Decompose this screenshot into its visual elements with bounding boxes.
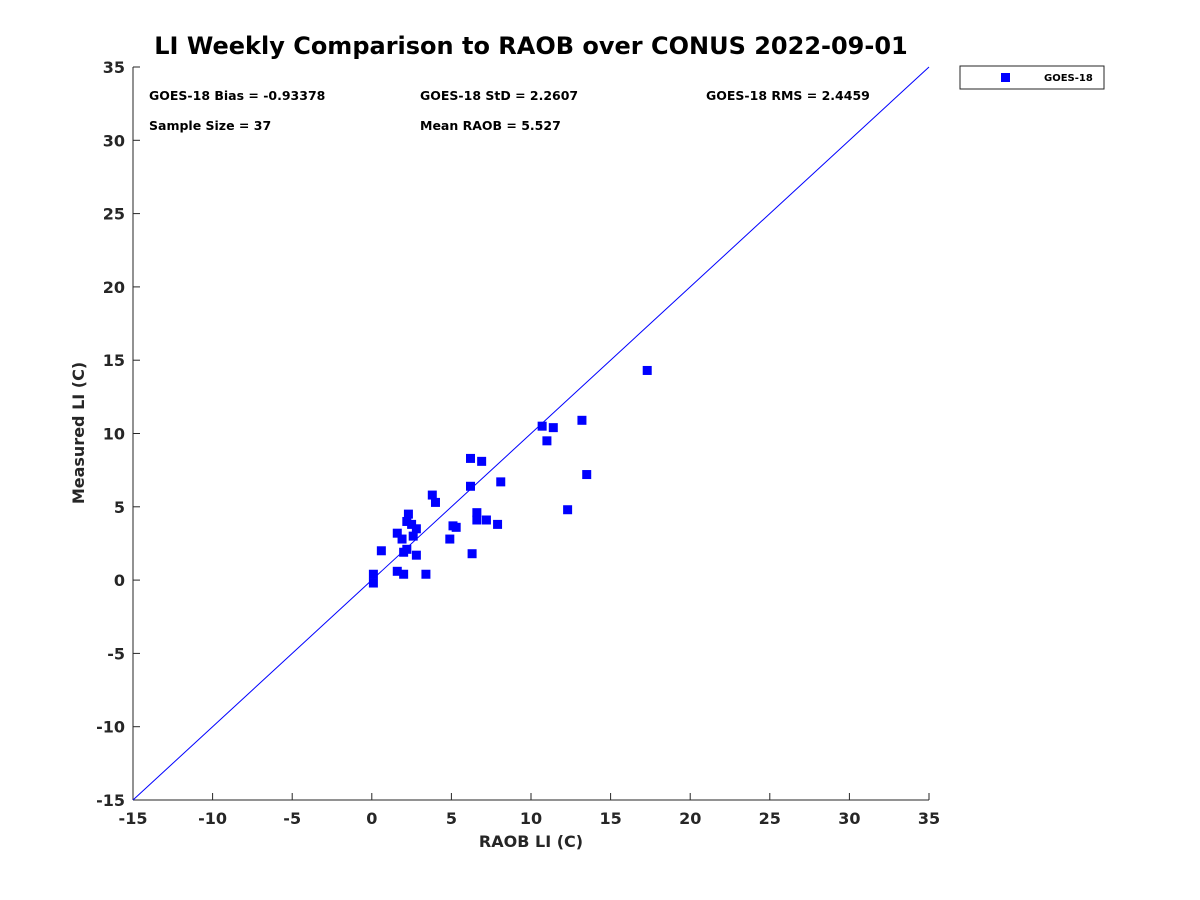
data-point [411, 550, 421, 560]
y-tick-label: 15 [103, 351, 125, 370]
data-point [493, 519, 503, 529]
std-stat: GOES-18 StD = 2.2607 [420, 88, 578, 103]
bias-stat: GOES-18 Bias = -0.93378 [149, 88, 325, 103]
x-ticks: -15 -10 -5 0 5 10 15 20 25 30 35 [119, 793, 940, 828]
data-point [481, 515, 491, 525]
x-tick-label: -5 [283, 809, 301, 828]
data-point [537, 421, 547, 431]
data-point [451, 522, 461, 532]
chart-title: LI Weekly Comparison to RAOB over CONUS … [154, 32, 907, 60]
data-point [582, 470, 592, 480]
rms-stat: GOES-18 RMS = 2.4459 [706, 88, 870, 103]
y-tick-label: -15 [96, 791, 125, 810]
sample-size-stat: Sample Size = 37 [149, 118, 271, 133]
data-point [368, 569, 378, 579]
stats-annotations: GOES-18 Bias = -0.93378 GOES-18 StD = 2.… [149, 88, 870, 133]
data-point [477, 456, 487, 466]
data-point [427, 490, 437, 500]
data-point [466, 453, 476, 463]
y-tick-label: 25 [103, 205, 125, 224]
data-point [445, 534, 455, 544]
x-axis-label: RAOB LI (C) [479, 832, 583, 851]
legend-marker-goes18 [1001, 73, 1010, 82]
reference-line-layer [132, 66, 930, 801]
x-tick-label: -10 [198, 809, 227, 828]
data-point [642, 365, 652, 375]
mean-raob-stat: Mean RAOB = 5.527 [420, 118, 561, 133]
legend-label-goes18: GOES-18 [1044, 73, 1093, 84]
y-ticks: -15 -10 -5 0 5 10 15 20 25 30 35 [96, 58, 140, 810]
y-tick-label: 5 [114, 498, 125, 517]
x-tick-label: 20 [679, 809, 701, 828]
data-points [368, 365, 652, 588]
y-tick-label: -5 [107, 644, 125, 663]
data-point [421, 569, 431, 579]
legend-box [959, 65, 1105, 90]
data-point [577, 415, 587, 425]
data-point [402, 544, 412, 554]
y-axis-label: Measured LI (C) [69, 362, 88, 504]
y-tick-label: 20 [103, 278, 125, 297]
x-tick-label: 35 [918, 809, 940, 828]
x-tick-label: 10 [520, 809, 542, 828]
x-tick-label: -15 [119, 809, 148, 828]
data-point [397, 534, 407, 544]
data-point [392, 566, 402, 576]
data-point [466, 481, 476, 491]
data-point [411, 524, 421, 534]
data-point [548, 423, 558, 433]
y-tick-label: 0 [114, 571, 125, 590]
x-tick-label: 15 [599, 809, 621, 828]
one-to-one-line [132, 66, 930, 801]
y-tick-label: 10 [103, 425, 125, 444]
y-tick-label: 35 [103, 58, 125, 77]
y-tick-label: 30 [103, 131, 125, 150]
data-point [496, 477, 506, 487]
data-point [407, 519, 417, 529]
data-point [563, 505, 573, 515]
data-point [542, 436, 552, 446]
data-point [472, 515, 482, 525]
data-point [408, 531, 418, 541]
x-tick-label: 25 [759, 809, 781, 828]
y-tick-label: -10 [96, 718, 125, 737]
data-point [403, 509, 413, 519]
x-tick-label: 0 [366, 809, 377, 828]
data-point [392, 528, 402, 538]
data-point [402, 516, 412, 526]
data-point [472, 508, 482, 518]
data-point [467, 549, 477, 559]
data-point [376, 546, 386, 556]
data-point [368, 578, 378, 588]
x-tick-label: 30 [838, 809, 860, 828]
x-tick-label: 5 [446, 809, 457, 828]
data-point [399, 569, 409, 579]
data-point [430, 497, 440, 507]
legend: GOES-18 [959, 65, 1105, 90]
